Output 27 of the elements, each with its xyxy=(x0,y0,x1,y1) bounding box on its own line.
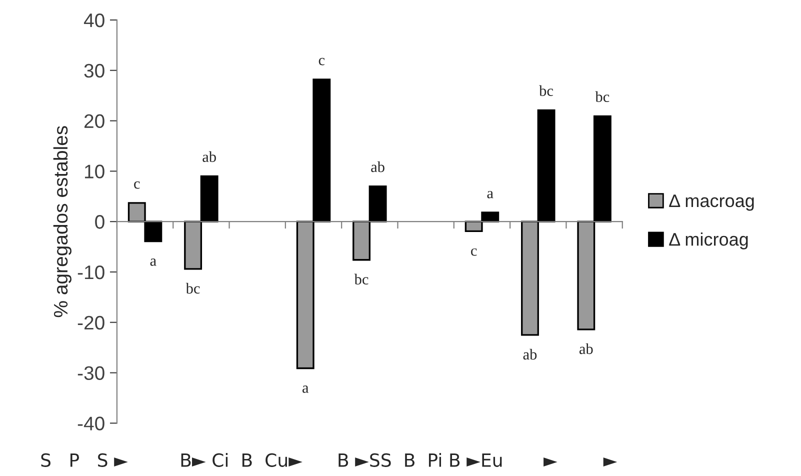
legend-label: Δ microag xyxy=(669,232,748,250)
data-label: c xyxy=(318,58,325,66)
data-label: ab xyxy=(371,161,384,172)
y-tick-label: 20 xyxy=(84,114,104,128)
y-tick-label: 40 xyxy=(84,13,104,28)
y-tick-label: 10 xyxy=(84,164,104,178)
y-tick-label: 0 xyxy=(95,215,104,229)
y-tick-label: 30 xyxy=(84,64,104,78)
data-label: bc xyxy=(595,91,610,102)
data-label: ab xyxy=(523,348,537,360)
y-tick-label: -30 xyxy=(78,366,104,380)
data-label: ab xyxy=(579,343,593,354)
data-label: a xyxy=(150,258,156,266)
data-label: ab xyxy=(202,151,216,162)
data-label: c xyxy=(134,181,140,189)
data-label: a xyxy=(302,386,309,393)
y-tick-label: -20 xyxy=(78,316,104,330)
text: S P S ► B► Ci B Cu► B ►SS B Pi B ►Eu ► ► xyxy=(41,452,618,467)
data-label: c xyxy=(471,248,477,256)
data-label: bc xyxy=(539,85,554,96)
y-tick-label: -40 xyxy=(78,416,104,430)
data-label: a xyxy=(487,190,494,198)
legend-label: Δ macroag xyxy=(669,194,754,211)
data-label: bc xyxy=(186,282,200,294)
data-label: bc xyxy=(354,274,368,285)
y-axis-title: % agregados estables xyxy=(53,126,72,318)
y-tick-label: -10 xyxy=(78,265,104,280)
